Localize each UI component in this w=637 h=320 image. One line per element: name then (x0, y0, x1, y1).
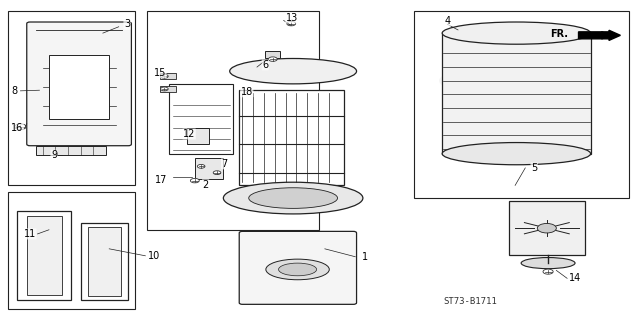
Text: 11: 11 (24, 229, 36, 239)
FancyBboxPatch shape (27, 22, 131, 146)
Circle shape (213, 171, 221, 175)
Circle shape (190, 178, 199, 183)
Bar (147, 11, 318, 230)
Bar (49, 55, 109, 119)
Ellipse shape (439, 65, 591, 97)
Circle shape (268, 57, 277, 61)
Circle shape (161, 87, 168, 91)
Circle shape (15, 124, 26, 130)
Bar (187, 128, 209, 144)
Bar (8, 11, 134, 185)
Text: 18: 18 (241, 87, 253, 97)
Ellipse shape (442, 22, 590, 44)
Bar (240, 90, 344, 185)
Text: 7: 7 (222, 159, 228, 169)
Bar (509, 201, 585, 255)
Bar (413, 11, 629, 198)
Text: 3: 3 (124, 19, 130, 29)
Text: 17: 17 (155, 175, 168, 185)
FancyBboxPatch shape (240, 231, 357, 304)
Circle shape (537, 223, 556, 233)
Ellipse shape (442, 142, 590, 165)
Ellipse shape (248, 188, 338, 208)
Text: 6: 6 (262, 60, 268, 70)
Bar (442, 33, 591, 154)
Bar (160, 86, 176, 92)
Bar (17, 211, 71, 300)
Bar (36, 146, 106, 155)
Bar (169, 84, 233, 154)
Bar (160, 73, 176, 79)
Ellipse shape (278, 263, 317, 276)
Text: 12: 12 (183, 129, 196, 139)
Text: 10: 10 (148, 251, 160, 261)
Ellipse shape (521, 258, 575, 269)
Circle shape (197, 164, 205, 168)
Text: 16: 16 (11, 123, 24, 133)
Text: ST73-B1711: ST73-B1711 (444, 297, 497, 306)
Bar (27, 215, 62, 295)
Bar (81, 223, 128, 300)
Text: 1: 1 (362, 252, 368, 262)
Text: 9: 9 (51, 150, 57, 160)
Text: 13: 13 (286, 13, 298, 23)
Text: 15: 15 (154, 68, 166, 78)
Text: 5: 5 (531, 163, 537, 173)
Bar (264, 51, 280, 59)
Ellipse shape (224, 182, 363, 214)
Circle shape (161, 74, 168, 78)
FancyArrow shape (578, 30, 620, 40)
Text: FR.: FR. (550, 29, 568, 39)
Bar (89, 227, 120, 296)
Text: 2: 2 (203, 180, 209, 190)
Ellipse shape (230, 59, 357, 84)
Circle shape (287, 21, 296, 26)
Text: 4: 4 (444, 16, 450, 26)
Bar (8, 192, 134, 309)
Text: 8: 8 (11, 86, 17, 96)
Text: 14: 14 (569, 273, 582, 283)
Circle shape (543, 269, 553, 274)
Bar (195, 158, 224, 179)
Ellipse shape (266, 259, 329, 280)
